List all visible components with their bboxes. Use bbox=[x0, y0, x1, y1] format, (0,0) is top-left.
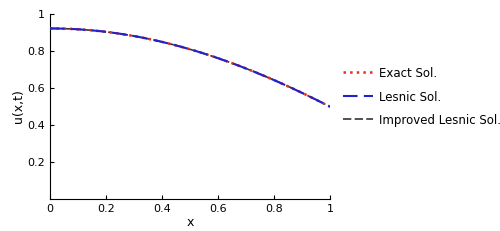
Lesnic Sol. bbox=[276, 81, 282, 84]
Improved Lesnic Sol. bbox=[327, 105, 333, 108]
Lesnic Sol. bbox=[327, 105, 333, 108]
Exact Sol. bbox=[198, 51, 204, 54]
Lesnic Sol. bbox=[198, 51, 204, 54]
Improved Lesnic Sol. bbox=[180, 46, 186, 49]
Improved Lesnic Sol. bbox=[276, 81, 282, 84]
Line: Exact Sol.: Exact Sol. bbox=[50, 28, 330, 107]
Exact Sol. bbox=[320, 102, 326, 105]
Line: Improved Lesnic Sol.: Improved Lesnic Sol. bbox=[50, 28, 330, 107]
Line: Lesnic Sol.: Lesnic Sol. bbox=[50, 28, 330, 107]
Improved Lesnic Sol. bbox=[214, 56, 220, 59]
Lesnic Sol. bbox=[320, 102, 326, 105]
Improved Lesnic Sol. bbox=[198, 51, 204, 54]
Exact Sol. bbox=[214, 56, 220, 59]
Improved Lesnic Sol. bbox=[320, 102, 326, 105]
Y-axis label: u(x,t): u(x,t) bbox=[12, 89, 24, 123]
Exact Sol. bbox=[47, 27, 53, 30]
Legend: Exact Sol., Lesnic Sol., Improved Lesnic Sol.: Exact Sol., Lesnic Sol., Improved Lesnic… bbox=[341, 64, 500, 130]
Lesnic Sol. bbox=[182, 46, 188, 49]
Lesnic Sol. bbox=[214, 56, 220, 59]
Lesnic Sol. bbox=[180, 46, 186, 49]
Improved Lesnic Sol. bbox=[182, 46, 188, 49]
X-axis label: x: x bbox=[186, 216, 194, 229]
Exact Sol. bbox=[327, 105, 333, 108]
Exact Sol. bbox=[276, 81, 282, 84]
Lesnic Sol. bbox=[47, 27, 53, 30]
Exact Sol. bbox=[180, 46, 186, 49]
Improved Lesnic Sol. bbox=[47, 27, 53, 30]
Exact Sol. bbox=[182, 46, 188, 49]
